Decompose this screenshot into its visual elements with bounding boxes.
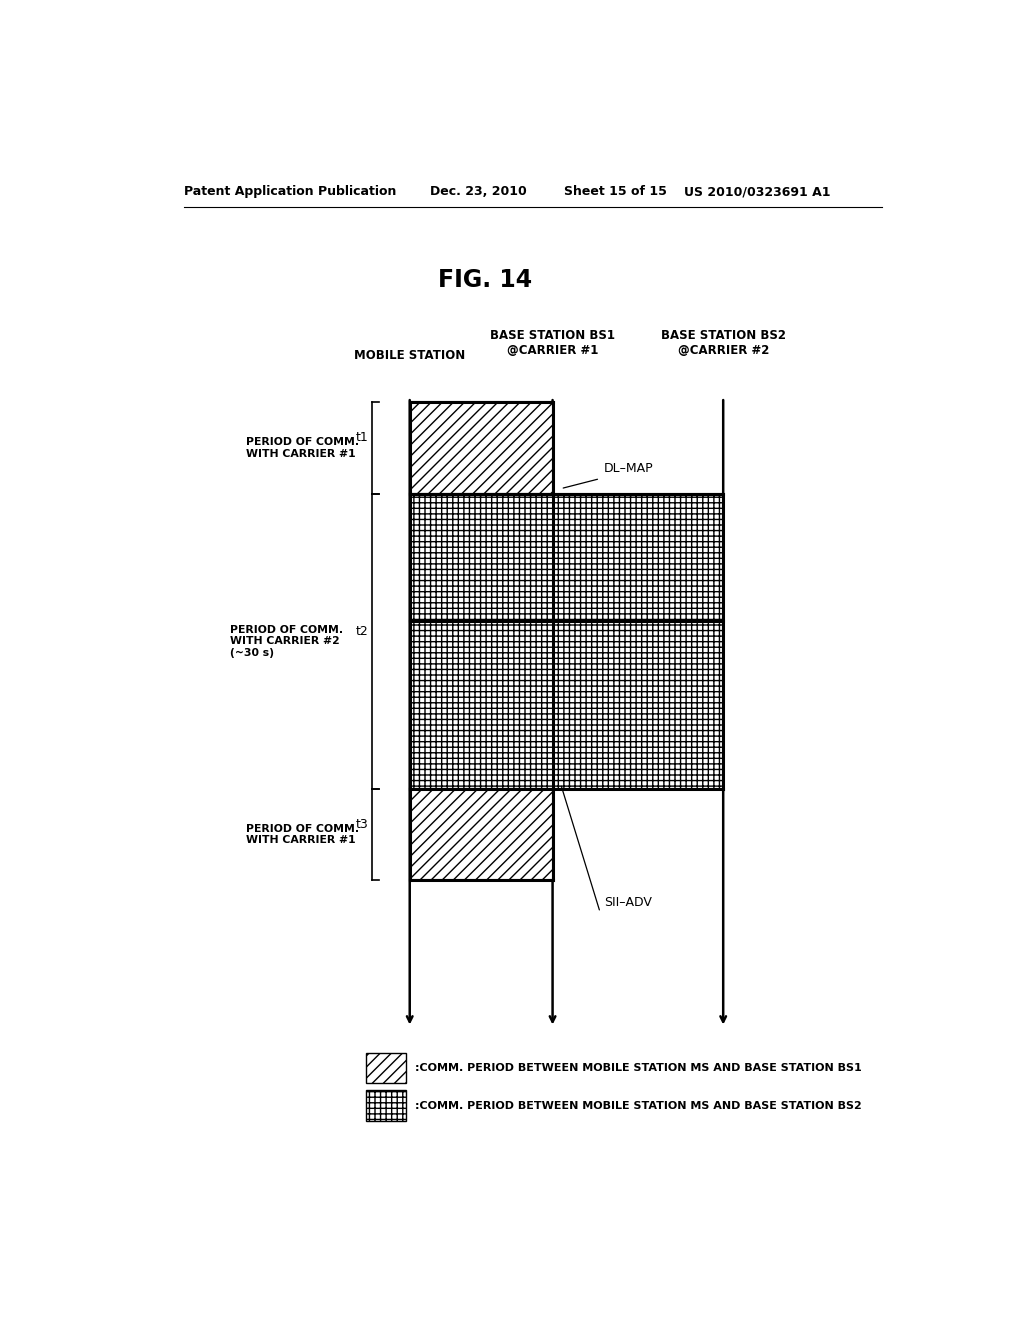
Text: BASE STATION BS1
@CARRIER #1: BASE STATION BS1 @CARRIER #1: [490, 329, 615, 356]
Text: :COMM. PERIOD BETWEEN MOBILE STATION MS AND BASE STATION BS2: :COMM. PERIOD BETWEEN MOBILE STATION MS …: [416, 1101, 862, 1110]
Text: US 2010/0323691 A1: US 2010/0323691 A1: [684, 185, 830, 198]
Text: PERIOD OF COMM.
WITH CARRIER #1: PERIOD OF COMM. WITH CARRIER #1: [246, 824, 359, 845]
Text: BASE STATION BS2
@CARRIER #2: BASE STATION BS2 @CARRIER #2: [660, 329, 785, 356]
Text: Sheet 15 of 15: Sheet 15 of 15: [564, 185, 668, 198]
Text: FIG. 14: FIG. 14: [438, 268, 532, 292]
Bar: [410, 788, 553, 880]
Text: Dec. 23, 2010: Dec. 23, 2010: [430, 185, 526, 198]
Bar: [367, 1053, 406, 1084]
Bar: [410, 620, 723, 788]
Text: SII–ADV: SII–ADV: [604, 896, 652, 909]
Text: t2: t2: [355, 624, 369, 638]
Text: PERIOD OF COMM.
WITH CARRIER #1: PERIOD OF COMM. WITH CARRIER #1: [246, 437, 359, 459]
Text: MOBILE STATION: MOBILE STATION: [354, 348, 465, 362]
Text: DL–MAP: DL–MAP: [604, 462, 653, 475]
Text: t3: t3: [355, 817, 369, 830]
Bar: [410, 403, 553, 494]
Bar: [367, 1090, 406, 1121]
Text: t1: t1: [355, 432, 369, 445]
Bar: [410, 494, 723, 620]
Text: PERIOD OF COMM.
WITH CARRIER #2
(~30 s): PERIOD OF COMM. WITH CARRIER #2 (~30 s): [230, 624, 343, 657]
Text: Patent Application Publication: Patent Application Publication: [183, 185, 396, 198]
Text: :COMM. PERIOD BETWEEN MOBILE STATION MS AND BASE STATION BS1: :COMM. PERIOD BETWEEN MOBILE STATION MS …: [416, 1063, 862, 1073]
